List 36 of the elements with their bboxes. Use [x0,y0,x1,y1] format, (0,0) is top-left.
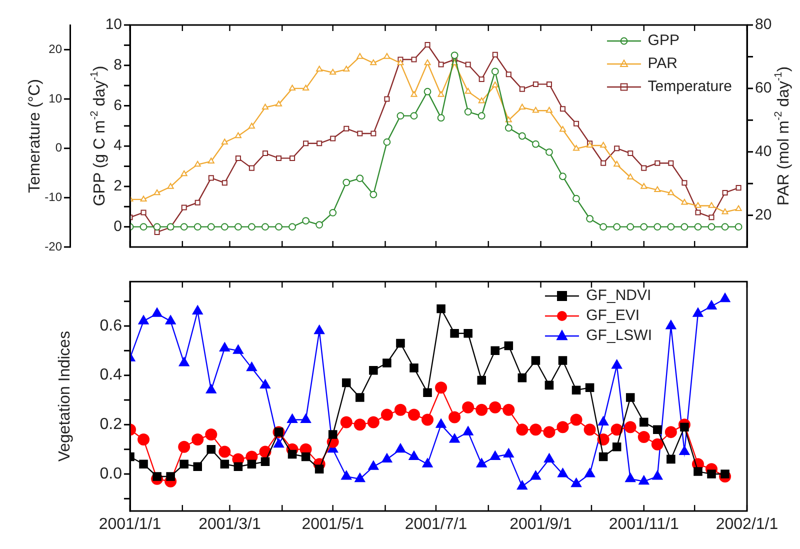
y-tick-label: 0.6 [100,317,122,334]
x-tick-label: 2001/5/1 [302,516,364,534]
y-tick-label: 0 [114,218,122,235]
x-tick-label: 2002/1/1 [716,516,778,534]
x-tick-label: 2001/3/1 [198,516,261,534]
y3-tick-label: 10 [48,91,62,106]
y-axis-title: GPP (g C m-2 day-1) [89,66,108,206]
y3-tick-label: 20 [48,42,62,56]
y-tick-label: 0.0 [100,465,122,482]
y-tick-label: 0.2 [100,416,122,434]
legend-label: PAR [648,54,678,74]
y3-axis-title: Temerature (°C) [26,79,44,193]
legend-label: GF_LSWI [586,326,652,346]
y2-tick-label: 80 [755,16,772,34]
y3-tick-label: 0 [55,140,62,155]
y2-axis-title: PAR (mol m-2 day-1) [773,66,792,206]
x-tick-label: 2001/7/1 [404,516,468,534]
legend-label: GF_EVI [586,306,640,326]
y-tick-label: 6 [114,96,122,114]
y3-tick-label: -10 [44,190,62,204]
y3-tick-label: -20 [44,239,62,254]
legend-label: Temperature [648,77,732,97]
y-tick-label: 0.4 [100,366,122,384]
y-tick-label: 10 [105,16,122,34]
x-tick-label: 2001/9/1 [510,516,572,534]
y-tick-label: 2 [114,178,122,195]
y-tick-label: 4 [114,137,122,154]
legend-label: GPP [648,31,680,51]
y-tick-label: 8 [114,56,122,74]
legend-label: GF_NDVI [586,286,652,306]
y2-tick-label: 40 [755,143,772,160]
y2-tick-label: 60 [755,80,772,97]
x-tick-label: 2001/11/1 [608,516,679,534]
x-tick-label: 2001/1/1 [98,516,162,534]
y2-tick-label: 20 [755,206,772,224]
y-axis-title: Vegetation Indices [56,330,74,462]
